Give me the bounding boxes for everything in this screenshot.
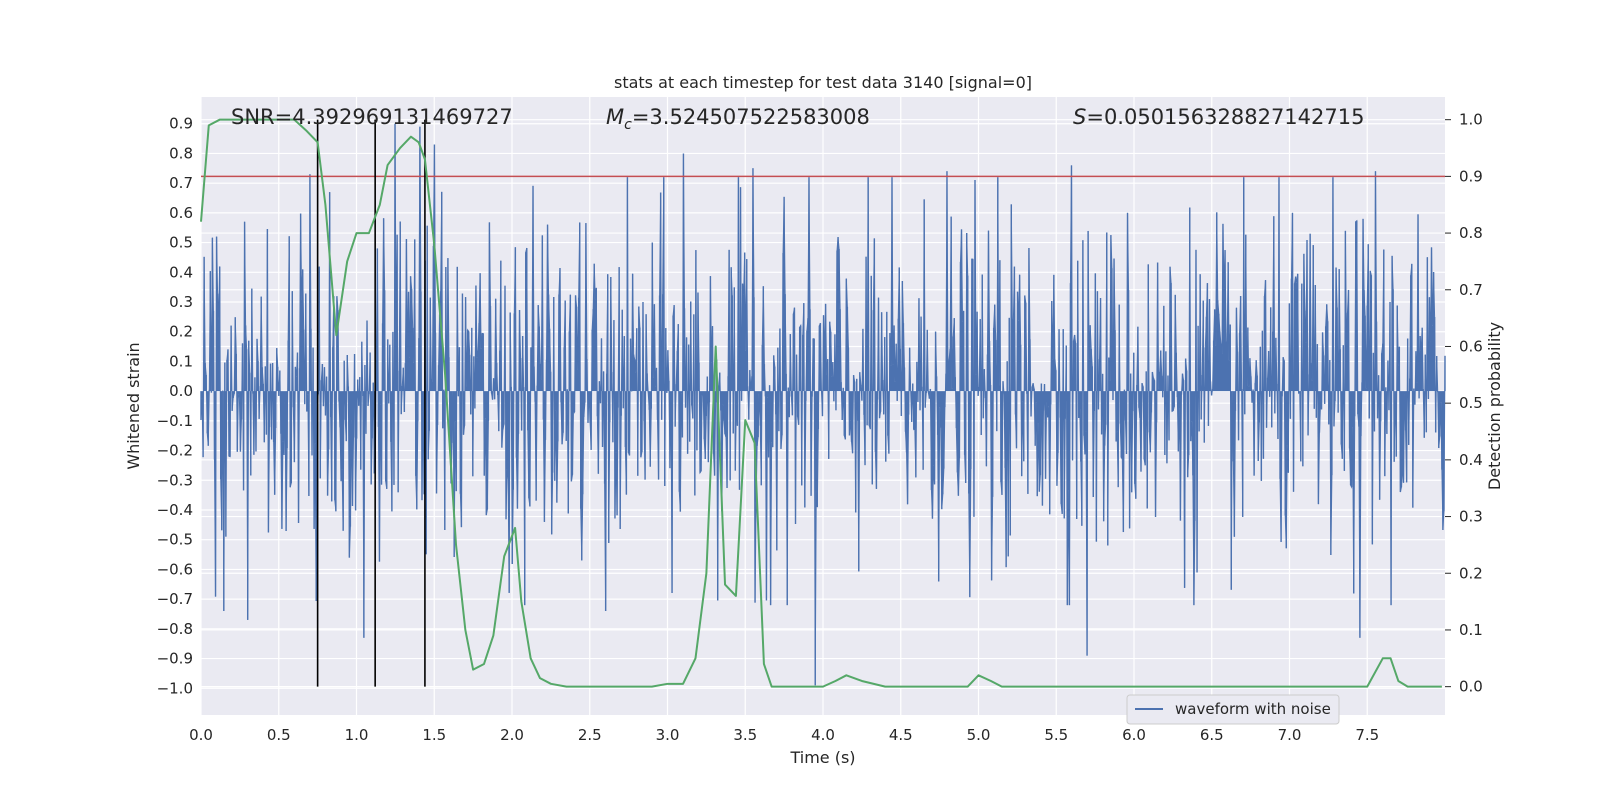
mc-subscript: c bbox=[624, 117, 632, 133]
y-left-tick-label: 0.4 bbox=[169, 263, 193, 281]
mc-symbol: M bbox=[606, 105, 624, 129]
x-tick-label: 7.0 bbox=[1278, 726, 1302, 744]
waveform-envelope bbox=[200, 123, 1446, 686]
y-left-tick-label: −0.2 bbox=[157, 442, 193, 460]
x-tick-label: 5.0 bbox=[967, 726, 991, 744]
y-left-tick-label: 0.2 bbox=[169, 323, 193, 341]
y-left-tick-label: −0.1 bbox=[157, 412, 193, 430]
x-tick-label: 4.5 bbox=[889, 726, 913, 744]
y-right-tick-label: 0.7 bbox=[1459, 281, 1483, 299]
y-left-tick-label: 0.7 bbox=[169, 174, 193, 192]
y-left-tick-label: −0.8 bbox=[157, 620, 193, 638]
y-left-tick-label: 0.3 bbox=[169, 293, 193, 311]
y-left-tick-label: 0.1 bbox=[169, 352, 193, 370]
y-right-tick-label: 0.2 bbox=[1459, 564, 1483, 582]
chart-title: stats at each timestep for test data 314… bbox=[614, 73, 1032, 92]
legend-box bbox=[1126, 694, 1340, 725]
y-left-tick-label: −0.9 bbox=[157, 650, 193, 668]
y-axis-right-ticks: 1.0 0.9 0.8 0.7 0.6 0.5 0.4 0.3 0.2 0.1 0.0 bbox=[1445, 111, 1483, 696]
x-tick-label: 7.5 bbox=[1355, 726, 1379, 744]
y-right-tick-label: 0.1 bbox=[1459, 621, 1483, 639]
waveform-series bbox=[200, 123, 1446, 686]
y-left-tick-label: −1.0 bbox=[157, 679, 193, 697]
x-tick-label: 1.5 bbox=[422, 726, 446, 744]
y-left-tick-label: −0.4 bbox=[157, 501, 193, 519]
x-tick-label: 0.5 bbox=[267, 726, 291, 744]
y-left-tick-label: −0.5 bbox=[157, 531, 193, 549]
y-left-tick-label: −0.7 bbox=[157, 590, 193, 608]
y-left-tick-label: 0.9 bbox=[169, 115, 193, 133]
s-value: =0.050156328827142715 bbox=[1086, 105, 1364, 129]
y-left-tick-label: −0.6 bbox=[157, 560, 193, 578]
y-left-tick-label: 0.6 bbox=[169, 204, 193, 222]
x-axis-label: Time (s) bbox=[789, 748, 855, 767]
chirp-mass-annotation: Mc=3.524507522583008 bbox=[606, 105, 870, 133]
x-tick-label: 4.0 bbox=[811, 726, 835, 744]
y-right-tick-label: 0.3 bbox=[1459, 508, 1483, 526]
y-axis-left-label: Whitened strain bbox=[124, 342, 143, 469]
y-left-tick-label: 0.5 bbox=[169, 234, 193, 252]
probability-line bbox=[200, 118, 1442, 688]
y-left-tick-label: −0.3 bbox=[157, 471, 193, 489]
y-left-tick-label: 0.8 bbox=[169, 144, 193, 162]
snr-annotation: SNR=4.392969131469727 bbox=[231, 105, 513, 129]
y-right-tick-label: 0.0 bbox=[1459, 678, 1483, 696]
x-tick-label: 0.0 bbox=[189, 726, 213, 744]
y-left-tick-label: 0.0 bbox=[169, 382, 193, 400]
x-axis-ticks: 0.0 0.5 1.0 1.5 2.0 2.5 3.0 3.5 4.0 4.5 5.0 5.5 6.0 6… bbox=[189, 726, 1379, 744]
mc-value: =3.524507522583008 bbox=[632, 105, 870, 129]
x-tick-label: 2.0 bbox=[500, 726, 524, 744]
s-annotation: S=0.050156328827142715 bbox=[1073, 105, 1364, 129]
y-right-tick-label: 0.6 bbox=[1459, 337, 1483, 355]
probability-series bbox=[200, 118, 1442, 688]
y-right-tick-label: 0.8 bbox=[1459, 224, 1483, 242]
y-right-tick-label: 1.0 bbox=[1459, 111, 1483, 129]
x-tick-label: 3.5 bbox=[733, 726, 757, 744]
y-axis-left-ticks: 0.9 0.8 0.7 0.6 0.5 0.4 0.3 0.2 0.1 0.0 −0.1 −0.2 −0… bbox=[157, 115, 193, 698]
y-right-tick-label: 0.4 bbox=[1459, 451, 1483, 469]
legend: waveform with noise bbox=[1126, 694, 1340, 725]
x-tick-label: 3.0 bbox=[656, 726, 680, 744]
y-right-tick-label: 0.5 bbox=[1459, 394, 1483, 412]
x-tick-label: 6.0 bbox=[1122, 726, 1146, 744]
s-symbol: S bbox=[1073, 105, 1086, 129]
x-tick-label: 2.5 bbox=[578, 726, 602, 744]
x-tick-label: 1.0 bbox=[345, 726, 369, 744]
y-axis-right-label: Detection probability bbox=[1485, 322, 1504, 490]
x-tick-label: 5.5 bbox=[1044, 726, 1068, 744]
legend-label: waveform with noise bbox=[1175, 700, 1331, 718]
y-right-tick-label: 0.9 bbox=[1459, 167, 1483, 185]
x-tick-label: 6.5 bbox=[1200, 726, 1224, 744]
